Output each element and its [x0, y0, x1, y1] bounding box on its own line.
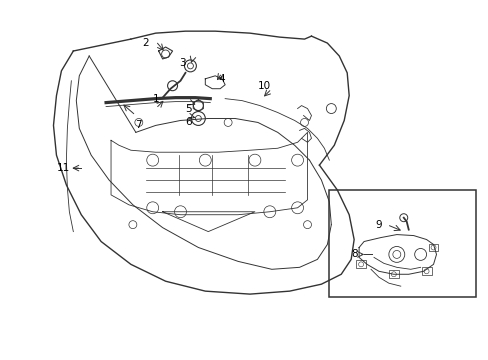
Bar	[328, 190, 475, 297]
Text: 4: 4	[219, 74, 225, 84]
Text: 7: 7	[135, 121, 142, 130]
Text: 11: 11	[57, 163, 70, 173]
Bar	[355, 260, 366, 268]
Bar	[421, 267, 431, 275]
Bar	[388, 270, 398, 278]
Text: 10: 10	[258, 81, 271, 91]
Text: 2: 2	[142, 38, 149, 48]
Text: 8: 8	[350, 249, 357, 260]
Text: 9: 9	[375, 220, 382, 230]
Text: 1: 1	[152, 94, 159, 104]
Text: 6: 6	[185, 117, 191, 127]
Text: 5: 5	[185, 104, 191, 113]
Text: 3: 3	[179, 58, 185, 68]
Bar	[427, 243, 438, 251]
